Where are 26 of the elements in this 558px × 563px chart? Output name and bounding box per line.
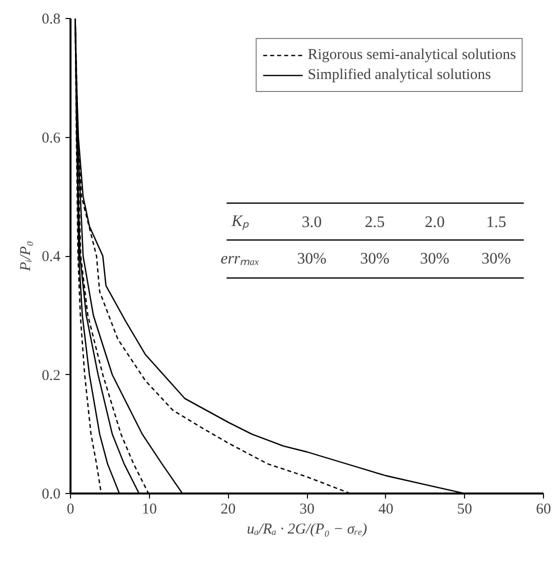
annotation: 2.0 [424,214,445,232]
y-axis-title: Pᵢ/P₀ [18,240,34,272]
y-tick-label: 0.8 [42,12,60,28]
annotation: 30% [420,250,450,268]
x-tick-label: 30 [300,502,314,518]
x-tick-label: 60 [536,502,551,518]
x-axis-title: uₐ/Rₐ · 2G/(P₀ − σᵣₑ) [246,522,368,538]
y-tick-label: 0.4 [42,249,61,265]
annotation: 2.5 [364,214,385,232]
x-tick-label: 20 [220,502,236,518]
annotation: errₘₐₓ [220,250,260,268]
y-tick-label: 0.6 [42,130,61,146]
x-tick-label: 50 [457,502,472,518]
annotation: 1.5 [486,214,506,232]
annotation: 3.0 [302,214,322,232]
annotation: 30% [297,250,326,268]
y-tick-label: 0.0 [42,486,60,502]
annotation: 30% [482,250,511,268]
annotation: Kₚ [230,213,250,230]
x-tick-label: 40 [378,502,394,518]
legend-label: Rigorous semi-analytical solutions [308,46,516,64]
annotation: 30% [360,250,390,268]
x-tick-label: 0 [66,502,74,518]
x-tick-label: 10 [142,502,157,518]
legend-label: Simplified analytical solutions [308,66,491,84]
y-tick-label: 0.2 [42,368,60,384]
